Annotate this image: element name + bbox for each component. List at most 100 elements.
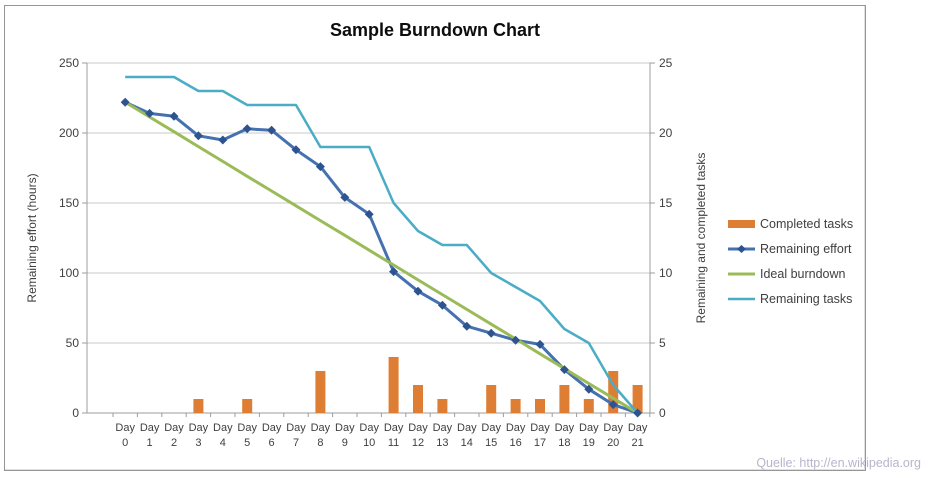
diamond-marker (559, 365, 569, 375)
x-axis-tick-label: Day 1 (135, 421, 165, 451)
x-tick-number: 17 (533, 437, 547, 449)
x-tick-prefix: Day (115, 422, 135, 434)
x-tick-prefix: Day (554, 422, 575, 434)
legend-swatch-line-diamond-icon (728, 242, 755, 256)
x-tick-number: 9 (341, 437, 348, 449)
x-tick-number: 18 (558, 437, 571, 449)
source-note: Quelle: http://en.wikipedia.org (756, 456, 921, 470)
diamond-marker (340, 192, 350, 202)
x-axis-tick-label: Day 11 (379, 421, 409, 451)
diamond-marker (242, 124, 252, 134)
diamond-marker (120, 97, 130, 107)
diamond-marker (486, 328, 496, 338)
legend-label: Remaining effort (760, 241, 852, 256)
left-axis-tick-label: 200 (58, 126, 79, 140)
x-tick-number: 20 (607, 437, 620, 449)
x-axis-tick-label: Day 7 (281, 421, 311, 451)
series-completed-tasks-bars (193, 357, 643, 413)
series-remaining-tasks-line (125, 75, 639, 414)
legend-item-completed-tasks: Completed tasks (728, 211, 878, 236)
x-tick-prefix: Day (603, 422, 623, 434)
legend-swatch-bar-icon (728, 217, 755, 231)
x-tick-prefix: Day (481, 422, 501, 434)
left-axis-tick-label: 100 (58, 266, 79, 280)
x-axis-tick-label: Day 21 (623, 421, 653, 451)
left-axis-title: Remaining effort (hours) (25, 173, 39, 303)
left-axis-tick-label: 150 (58, 196, 79, 210)
right-axis-tick-label: 25 (659, 56, 673, 70)
left-axis-tick-label: 0 (72, 406, 79, 420)
legend-label: Ideal burndown (760, 266, 846, 281)
x-tick-prefix: Day (359, 422, 379, 434)
bar-completed-tasks (632, 385, 643, 413)
x-tick-prefix: Day (432, 422, 453, 434)
x-axis-tick-label: Day 8 (305, 421, 335, 451)
diamond-marker (389, 267, 399, 277)
x-tick-prefix: Day (286, 422, 306, 434)
x-axis-tick-label: Day 2 (159, 421, 189, 451)
diamond-marker (413, 286, 423, 296)
x-tick-prefix: Day (237, 422, 257, 434)
x-tick-number: 5 (244, 437, 251, 449)
bar-completed-tasks (608, 371, 619, 413)
x-tick-number: 8 (317, 437, 324, 449)
x-tick-number: 11 (387, 437, 400, 449)
x-axis-tick-label: Day 19 (574, 421, 604, 451)
x-tick-prefix: Day (164, 422, 184, 434)
x-axis-tick-label: Day 13 (427, 421, 457, 451)
x-tick-number: 3 (195, 437, 202, 449)
x-axis-tick-label: Day 10 (354, 421, 384, 451)
x-tick-prefix: Day (530, 422, 550, 434)
bar-completed-tasks (510, 399, 521, 413)
diamond-marker (315, 162, 325, 172)
x-tick-prefix: Day (408, 422, 428, 434)
diamond-marker (267, 125, 277, 135)
bar-completed-tasks (388, 357, 399, 413)
right-axis-tick-label: 10 (659, 266, 673, 280)
x-tick-number: 15 (485, 437, 498, 449)
x-axis-tick-label: Day 6 (257, 421, 287, 451)
bar-completed-tasks (413, 385, 423, 413)
x-axis-tick-label: Day 4 (208, 421, 238, 451)
legend-item-ideal-burndown: Ideal burndown (728, 261, 878, 286)
bar-completed-tasks (437, 399, 448, 413)
legend-swatch-line-icon (728, 267, 755, 281)
diamond-marker (218, 135, 228, 145)
diamond-marker (584, 384, 594, 394)
x-tick-number: 13 (436, 437, 449, 449)
left-axis-tick-label: 250 (58, 56, 79, 70)
bar-completed-tasks (583, 399, 594, 413)
chart-legend: Completed tasks Remaining effort Ideal bur… (728, 211, 878, 311)
diamond-marker (462, 321, 472, 331)
x-tick-prefix: Day (579, 422, 599, 434)
x-tick-number: 2 (170, 437, 178, 449)
right-axis-tick-label: 0 (659, 406, 666, 420)
diamond-marker (535, 339, 545, 349)
bar-completed-tasks (559, 385, 570, 413)
x-tick-number: 10 (363, 437, 376, 449)
x-tick-number: 6 (268, 437, 275, 449)
bar-completed-tasks (193, 399, 204, 413)
x-axis-tick-label: Day 18 (549, 421, 579, 451)
diamond-marker (608, 400, 618, 410)
x-tick-prefix: Day (383, 422, 404, 434)
x-tick-prefix: Day (310, 422, 331, 434)
legend-item-remaining-effort: Remaining effort (728, 236, 878, 261)
x-tick-number: 4 (219, 437, 226, 449)
diamond-marker (364, 209, 374, 219)
x-tick-number: 19 (582, 437, 595, 449)
bar-completed-tasks (486, 385, 497, 413)
right-axis-tick-label: 15 (659, 196, 673, 210)
x-tick-prefix: Day (213, 422, 233, 434)
diamond-marker (193, 131, 203, 141)
bar-completed-tasks (315, 371, 326, 413)
x-tick-number: 12 (411, 437, 425, 449)
x-tick-number: 16 (509, 437, 522, 449)
series-ideal-burndown-line (124, 100, 639, 415)
x-tick-number: 14 (460, 437, 473, 449)
diamond-marker (511, 335, 521, 345)
x-tick-prefix: Day (139, 422, 160, 434)
x-tick-number: 7 (292, 437, 300, 449)
